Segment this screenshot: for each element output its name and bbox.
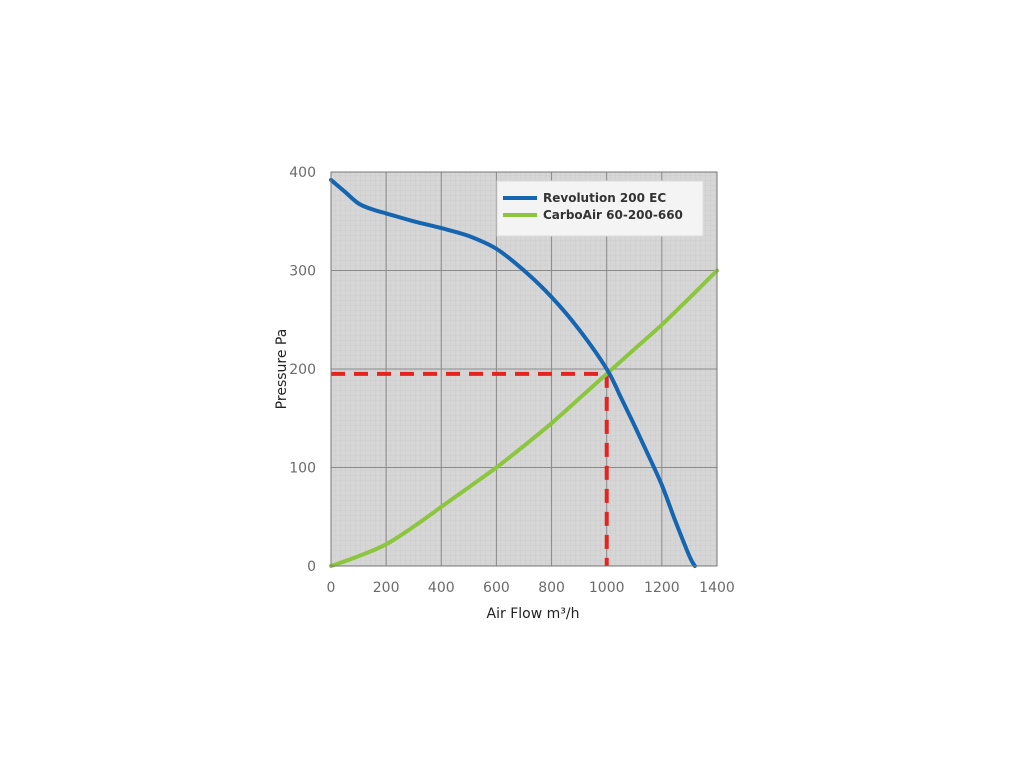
series-line-1 (329, 268, 719, 568)
plot-frame (330, 171, 718, 567)
y-tick-label: 200 (289, 362, 316, 378)
legend-label: Revolution 200 EC (543, 191, 666, 205)
data-series (329, 177, 719, 568)
y-tick-label: 0 (307, 559, 316, 575)
y-tick-labels: 0 100 200 300 400 (289, 165, 316, 575)
operating-point-reference-lines (331, 371, 609, 566)
legend-label: CarboAir 60-200-660 (543, 208, 683, 222)
x-tick-label: 1200 (644, 580, 680, 596)
y-axis-label: Pressure Pa (274, 329, 290, 410)
y-tick-label: 100 (289, 461, 316, 477)
x-axis-label: Air Flow m³/h (487, 606, 580, 622)
x-tick-label: 1000 (589, 580, 625, 596)
x-tick-label: 600 (483, 580, 510, 596)
x-tick-label: 200 (373, 580, 400, 596)
y-tick-label: 400 (289, 165, 316, 181)
legend: Revolution 200 EC CarboAir 60-200-660 (496, 180, 704, 237)
y-tick-label: 300 (289, 264, 316, 280)
x-tick-label: 400 (428, 580, 455, 596)
x-tick-labels: 0 200 400 600 800 1000 1200 1400 (327, 580, 735, 596)
legend-box (496, 180, 704, 237)
x-tick-label: 1400 (699, 580, 735, 596)
x-tick-label: 0 (327, 580, 336, 596)
x-tick-label: 800 (538, 580, 565, 596)
series-line-0 (329, 177, 697, 568)
